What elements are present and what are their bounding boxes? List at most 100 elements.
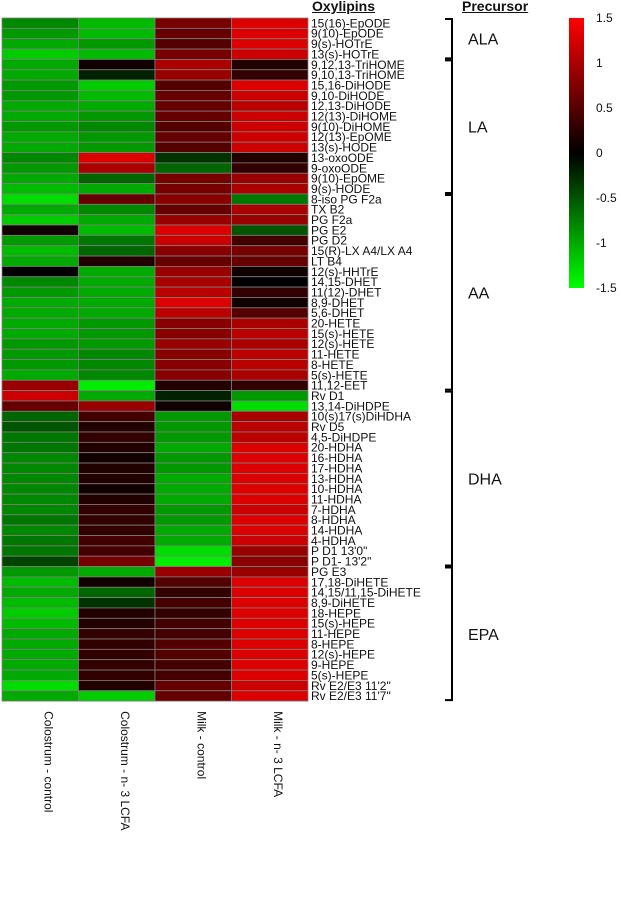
heatmap-cell bbox=[231, 245, 309, 257]
heatmap-cell bbox=[1, 514, 79, 526]
row-label: 20-HDHA bbox=[311, 441, 362, 455]
heatmap-cell bbox=[154, 162, 232, 174]
heatmap-cell bbox=[78, 359, 156, 371]
heatmap-cell bbox=[1, 193, 79, 205]
row-label: 16-HDHA bbox=[311, 451, 362, 465]
heatmap-cell bbox=[78, 276, 156, 288]
heatmap-cell bbox=[1, 462, 79, 474]
heatmap-cell bbox=[78, 576, 156, 588]
heatmap-cell bbox=[231, 79, 309, 91]
heatmap-cell bbox=[1, 162, 79, 174]
heatmap-cell bbox=[231, 648, 309, 661]
heatmap-cell bbox=[1, 69, 79, 81]
heatmap-cell bbox=[231, 597, 309, 609]
heatmap-cell bbox=[78, 400, 156, 412]
heatmap-cell bbox=[78, 121, 156, 133]
heatmap-cell bbox=[231, 38, 309, 50]
heatmap-cell bbox=[1, 152, 79, 164]
heatmap-cell bbox=[231, 265, 309, 278]
heatmap-cell bbox=[154, 545, 232, 557]
colorbar-tick-label: 1 bbox=[596, 56, 603, 70]
heatmap-cell bbox=[231, 162, 309, 174]
heatmap-cell bbox=[231, 524, 309, 536]
heatmap-cell bbox=[1, 680, 79, 692]
heatmap-cell bbox=[231, 317, 309, 329]
heatmap-cell bbox=[1, 48, 79, 60]
heatmap-cell bbox=[78, 524, 156, 536]
row-label: 13(s)-HOTrE bbox=[311, 47, 379, 61]
heatmap-cell bbox=[1, 690, 79, 702]
heatmap-cell bbox=[154, 566, 232, 578]
heatmap-cell bbox=[1, 659, 79, 671]
heatmap-cell bbox=[231, 514, 309, 526]
heatmap-cell bbox=[231, 628, 309, 640]
heatmap-cell bbox=[1, 597, 79, 609]
column-label: Colostrum - n- 3 LCFA bbox=[118, 711, 132, 830]
heatmap-cell bbox=[78, 638, 156, 650]
heatmap-cell bbox=[154, 607, 232, 619]
heatmap-cell bbox=[78, 152, 156, 164]
heatmap-cell bbox=[78, 472, 156, 485]
heatmap-cell bbox=[231, 379, 309, 392]
precursor-label: LA bbox=[468, 120, 488, 137]
precursor-bracket bbox=[445, 59, 453, 194]
colorbar-tick-label: 0.5 bbox=[596, 101, 613, 115]
heatmap-cell bbox=[78, 586, 156, 599]
row-label: P D1 13'0" bbox=[311, 544, 367, 558]
heatmap-cell bbox=[231, 172, 309, 185]
heatmap-cell bbox=[154, 617, 232, 630]
heatmap-cell bbox=[231, 545, 309, 557]
heatmap-cell bbox=[154, 183, 232, 195]
heatmap-cell bbox=[1, 369, 79, 381]
row-label: 12(13)-EpOME bbox=[311, 130, 392, 144]
heatmap-cell bbox=[1, 617, 79, 630]
heatmap-cell bbox=[154, 400, 232, 412]
heatmap-cell bbox=[78, 555, 156, 567]
heatmap-cell bbox=[1, 255, 79, 267]
heatmap-cell bbox=[78, 162, 156, 174]
column-label: Milk - n- 3 LCFA bbox=[271, 711, 285, 797]
row-label: 8,9-DiHETE bbox=[311, 596, 375, 610]
heatmap-cell bbox=[1, 265, 79, 278]
heatmap-cell bbox=[1, 545, 79, 557]
heatmap-cell bbox=[1, 504, 79, 516]
heatmap-cell bbox=[1, 100, 79, 112]
heatmap-cell bbox=[1, 59, 79, 71]
heatmap-cell bbox=[231, 441, 309, 454]
heatmap-cell bbox=[1, 79, 79, 91]
heatmap-cell bbox=[231, 586, 309, 599]
row-label: 15(s)-HETE bbox=[311, 327, 374, 341]
precursor-label: ALA bbox=[468, 32, 499, 49]
colorbar-tick-label: 1.5 bbox=[596, 11, 613, 25]
heatmap-cell bbox=[231, 224, 309, 236]
heatmap-cell bbox=[154, 597, 232, 609]
heatmap-cell bbox=[154, 431, 232, 443]
precursor-bracket bbox=[445, 390, 453, 567]
row-label: 15(s)-HEPE bbox=[311, 617, 375, 631]
heatmap-cell bbox=[78, 504, 156, 516]
colorbar-tick-label: -0.5 bbox=[596, 191, 617, 205]
heatmap-cell bbox=[231, 576, 309, 588]
heatmap-cell bbox=[231, 472, 309, 485]
heatmap-cell bbox=[231, 276, 309, 288]
heatmap-cell bbox=[231, 421, 309, 433]
heatmap-cell bbox=[1, 224, 79, 236]
heatmap-cell bbox=[154, 690, 232, 702]
heatmap-cell bbox=[78, 328, 156, 340]
heatmap-cell bbox=[1, 472, 79, 485]
heatmap-cell bbox=[154, 276, 232, 288]
heatmap-cell bbox=[231, 17, 309, 29]
heatmap-cell bbox=[1, 110, 79, 122]
heatmap-cell bbox=[1, 141, 79, 153]
heatmap-cell bbox=[78, 90, 156, 102]
heatmap-cell bbox=[1, 638, 79, 650]
heatmap-cell bbox=[78, 348, 156, 360]
heatmap-cell bbox=[1, 183, 79, 195]
heatmap-cell bbox=[1, 286, 79, 298]
heatmap-cell bbox=[78, 100, 156, 112]
heatmap-cell bbox=[154, 317, 232, 329]
heatmap-cell bbox=[154, 535, 232, 547]
heatmap-cell bbox=[231, 193, 309, 205]
row-label: 5,6-DHET bbox=[311, 306, 365, 320]
row-label: Rv D1 bbox=[311, 389, 345, 403]
